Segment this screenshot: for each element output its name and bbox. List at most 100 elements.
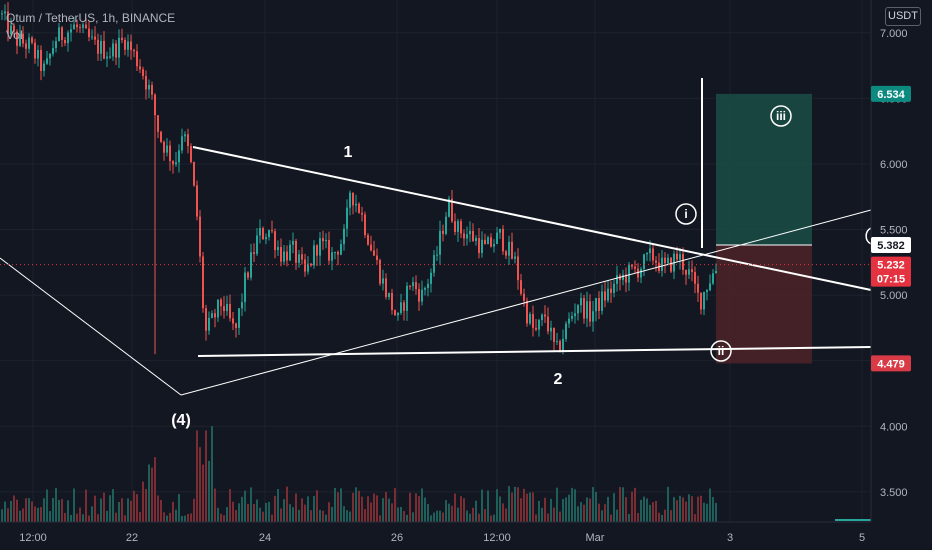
volume-bar <box>652 502 654 522</box>
position-zones[interactable] <box>716 93 812 364</box>
volume-bar <box>424 497 426 522</box>
candle-body <box>712 273 714 284</box>
volume-bar <box>292 507 294 522</box>
candle-body <box>502 228 504 252</box>
volume-bar <box>634 487 636 522</box>
volume-bar <box>31 501 33 522</box>
volume-bar <box>193 498 195 522</box>
price-tick-label: 4.000 <box>880 421 908 433</box>
volume-bar <box>208 460 210 522</box>
volume-bar <box>643 496 645 522</box>
candle-body <box>277 247 279 251</box>
candle-body <box>226 303 228 312</box>
candle-body <box>664 257 666 264</box>
candle-body <box>157 115 159 132</box>
volume-bar <box>1 509 3 522</box>
candle-body <box>139 66 141 70</box>
volume-bar <box>343 506 345 522</box>
volume-bar <box>325 514 327 522</box>
volume-bar <box>466 510 468 522</box>
candle-body <box>538 320 540 330</box>
time-tick-label: 5 <box>859 532 865 544</box>
volume-bar <box>715 502 717 522</box>
volume-bar <box>145 488 147 522</box>
candle-body <box>289 244 291 261</box>
volume-bar <box>319 509 321 522</box>
volume-bar <box>88 515 90 522</box>
volume-bar <box>28 498 30 522</box>
time-axis[interactable]: 12:00 22 24 26 12:00 Mar 3 5 <box>0 521 871 544</box>
volume-bar <box>364 509 366 522</box>
volume-bar <box>403 511 405 522</box>
volume-bar <box>256 499 258 522</box>
volume-bar <box>502 503 504 522</box>
candle-body <box>76 24 78 28</box>
candle-body <box>205 308 207 331</box>
candle-body <box>151 84 153 95</box>
candle-body <box>85 24 87 29</box>
stop-zone[interactable] <box>716 244 812 364</box>
time-tick-label: 24 <box>259 532 271 544</box>
candle-body <box>346 207 348 229</box>
candle-body <box>208 317 210 331</box>
candle-body <box>439 230 441 255</box>
candle-body <box>286 251 288 261</box>
candle-body <box>232 318 234 324</box>
volume-bar <box>550 498 552 522</box>
candle-body <box>31 37 33 43</box>
candle-body <box>304 259 306 272</box>
target-zone[interactable] <box>716 93 812 245</box>
volume-bar <box>454 493 456 522</box>
candle-body <box>55 41 57 49</box>
volume-bar <box>538 500 540 522</box>
candle-body <box>340 244 342 255</box>
volume-bar <box>481 489 483 522</box>
volume-bar <box>277 489 279 522</box>
partial-circle-marker <box>865 227 872 245</box>
currency-badge[interactable]: USDT <box>885 7 921 26</box>
volume-bar <box>553 507 555 522</box>
candle-body <box>670 257 672 272</box>
volume-bar <box>526 493 528 522</box>
volume-bar <box>334 487 336 522</box>
trendline-drawings[interactable] <box>0 78 872 396</box>
volume-bar <box>181 515 183 522</box>
candle-body <box>13 25 15 32</box>
candle-body <box>301 254 303 260</box>
candle-body <box>547 316 549 332</box>
candle-body <box>25 43 27 49</box>
volume-bar <box>442 512 444 522</box>
candle-body <box>160 131 162 142</box>
candle-body <box>697 283 699 293</box>
volume-bar <box>604 504 606 522</box>
candle-body <box>427 283 429 288</box>
volume-bar <box>670 510 672 522</box>
candle-body <box>79 27 81 29</box>
candle-body <box>316 245 318 256</box>
candle-body <box>229 303 231 319</box>
candle-body <box>43 63 45 71</box>
candle-body <box>322 238 324 242</box>
candle-body <box>556 341 558 343</box>
volume-label: Vol <box>6 28 23 42</box>
candle-body <box>493 244 495 247</box>
volume-bar <box>622 487 624 522</box>
volume-bar <box>298 509 300 522</box>
volume-bar <box>190 513 192 522</box>
volume-bar <box>574 489 576 522</box>
candle-body <box>640 268 642 278</box>
volume-bar <box>13 495 15 522</box>
symbol-title[interactable]: Qtum / TetherUS, 1h, BINANCE <box>6 11 176 25</box>
candle-body <box>97 39 99 54</box>
candle-body <box>517 256 519 281</box>
candle-body <box>319 238 321 256</box>
volume-bar <box>346 510 348 522</box>
candle-body <box>193 161 195 186</box>
candle-body <box>109 56 111 58</box>
price-tick-label: 5.500 <box>880 225 908 237</box>
volume-bar <box>661 514 663 522</box>
volume-bar <box>685 501 687 522</box>
volume-bar <box>133 490 135 522</box>
